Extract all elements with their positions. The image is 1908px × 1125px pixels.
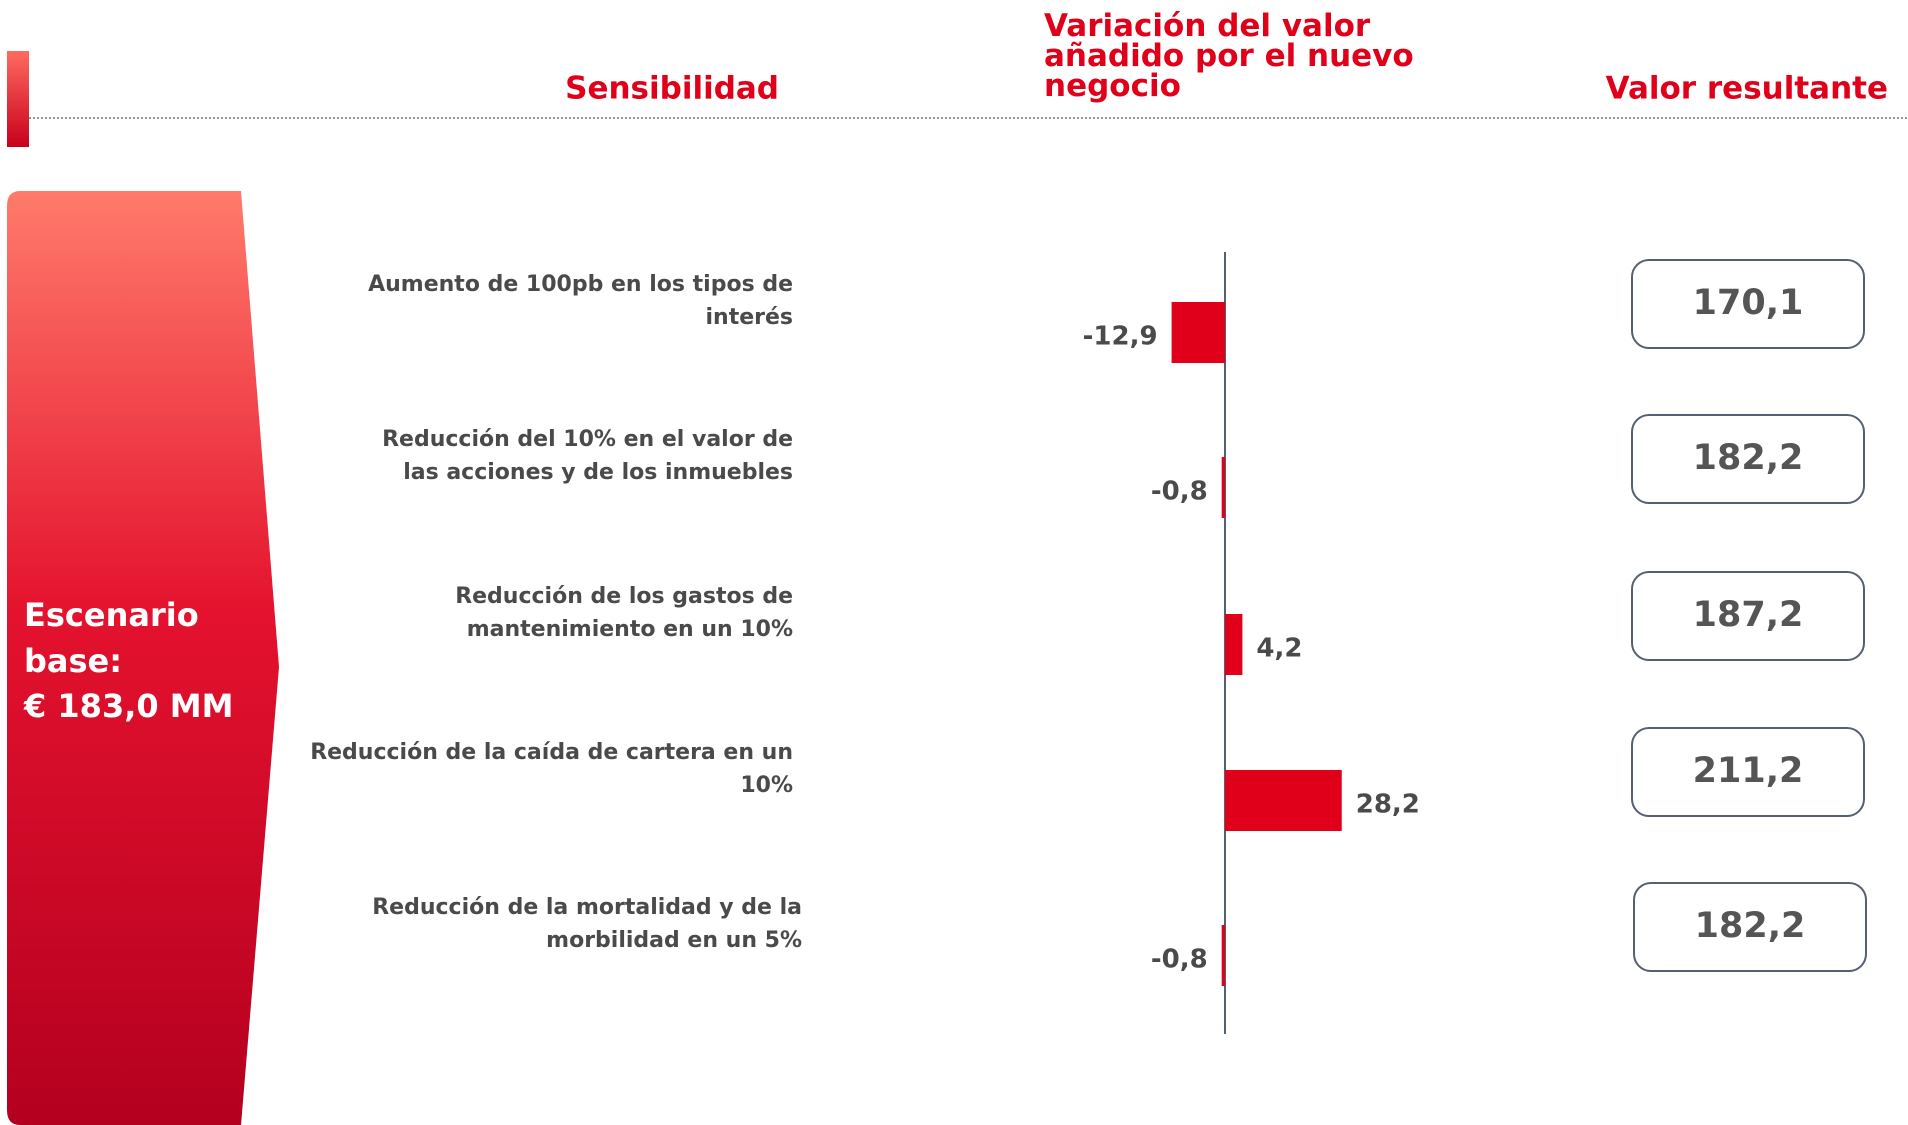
bar (1225, 770, 1342, 831)
category-label: Reducción del 10% en el valor de las acci… (382, 427, 793, 485)
result-value: 211,2 (1693, 751, 1804, 791)
scenario-label: Escenario base: (24, 596, 199, 680)
value-label: 4,2 (1256, 634, 1302, 664)
value-label: -0,8 (1151, 945, 1208, 975)
result-value: 170,1 (1693, 283, 1804, 323)
scenario-value: € 183,0 MM (23, 687, 233, 725)
value-label: -0,8 (1151, 477, 1208, 507)
result-value: 182,2 (1695, 906, 1806, 946)
category-label: Aumento de 100pb en los tipos de interés (368, 272, 793, 330)
result-box (1631, 259, 1865, 349)
result-box (1631, 414, 1865, 504)
header-sensitivity: Sensibilidad (565, 71, 779, 107)
bar (1171, 302, 1225, 363)
result-box (1633, 882, 1867, 972)
category-label: Reducción de los gastos de mantenimiento … (455, 584, 793, 642)
value-label: 28,2 (1356, 790, 1420, 820)
result-value: 187,2 (1693, 595, 1804, 635)
accent-bar (7, 51, 29, 147)
bar (1225, 614, 1243, 675)
header-result: Valor resultante (1606, 71, 1888, 107)
value-label: -12,9 (1083, 322, 1158, 352)
result-box (1631, 727, 1865, 817)
result-box (1631, 571, 1865, 661)
header-variation: Variación del valor añadido por el nuevo n… (1044, 8, 1414, 104)
scenario-arrow (7, 191, 279, 1125)
result-value: 182,2 (1693, 438, 1804, 478)
category-label: Reducción de la caída de cartera en un 10… (310, 740, 793, 798)
category-label: Reducción de la mortalidad y de la morbil… (372, 895, 802, 953)
bar (1221, 925, 1225, 986)
bar (1221, 457, 1225, 518)
